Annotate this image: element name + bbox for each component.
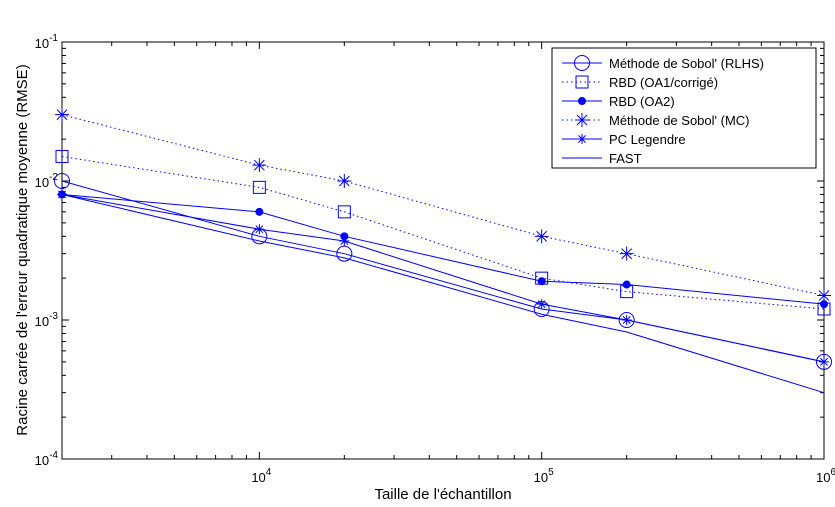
x-tick-label: 104 xyxy=(251,467,271,485)
legend-entry: FAST xyxy=(562,151,642,166)
marker-dot xyxy=(255,207,264,216)
y-tick-label: 10-4 xyxy=(35,450,59,468)
marker-circle xyxy=(618,312,635,328)
marker-dot xyxy=(622,280,631,289)
legend-entry: PC Legendre xyxy=(562,132,686,147)
marker-circle xyxy=(574,55,590,71)
marker-asterisk xyxy=(819,356,829,367)
series-line xyxy=(61,193,825,363)
marker-asterisk xyxy=(621,315,632,325)
series-5 xyxy=(57,189,829,367)
marker-square xyxy=(575,75,589,89)
x-tick-label-exponent: 6 xyxy=(830,467,835,478)
legend-entry: Méthode de Sobol' (RLHS) xyxy=(562,55,764,71)
marker-asterisk xyxy=(55,107,69,122)
series-line xyxy=(61,193,825,305)
y-tick-label-exponent: -2 xyxy=(49,172,58,183)
x-axis-title: Taille de l'échantillon xyxy=(374,486,511,503)
series-line xyxy=(61,114,825,297)
marker-asterisk xyxy=(536,299,547,310)
x-tick-label-base: 10 xyxy=(534,470,548,485)
y-tick-label-base: 10 xyxy=(35,314,49,329)
x-tick-label-exponent: 4 xyxy=(266,467,272,478)
legend-label: Méthode de Sobol' (RLHS) xyxy=(609,56,764,71)
marker-asterisk xyxy=(254,224,265,235)
y-tick-label: 10-2 xyxy=(35,172,59,190)
legend-label: PC Legendre xyxy=(609,132,686,147)
legend-label: RBD (OA1/corrigé) xyxy=(609,75,718,90)
marker-dot xyxy=(578,97,586,105)
y-tick-label-exponent: -1 xyxy=(49,33,58,44)
series-line xyxy=(61,156,825,310)
marker-asterisk xyxy=(337,174,352,188)
marker-circle xyxy=(54,173,70,189)
marker-asterisk xyxy=(534,229,549,244)
x-tick-label-base: 10 xyxy=(816,470,830,485)
marker-asterisk xyxy=(252,158,267,173)
legend-label: Méthode de Sobol' (MC) xyxy=(609,113,750,128)
x-tick-label-base: 10 xyxy=(251,470,265,485)
series-4 xyxy=(55,107,831,303)
y-tick-label-base: 10 xyxy=(35,453,49,468)
marker-asterisk xyxy=(57,189,67,200)
y-tick-label-exponent: -4 xyxy=(49,450,58,461)
marker-circle xyxy=(336,245,353,262)
marker-asterisk xyxy=(619,246,634,261)
y-axis-title: Racine carrée de l'erreur quadratique mo… xyxy=(14,64,31,435)
y-tick-label: 10-3 xyxy=(35,311,59,329)
marker-circle xyxy=(816,353,832,370)
legend-label: RBD (OA2) xyxy=(609,94,675,109)
x-tick-label: 105 xyxy=(534,467,554,485)
y-tick-label-base: 10 xyxy=(35,36,49,51)
x-tick-label: 106 xyxy=(816,467,835,485)
legend-entry: RBD (OA2) xyxy=(562,94,675,109)
series-line xyxy=(61,193,825,394)
series-3 xyxy=(58,190,828,309)
y-tick-label: 10-1 xyxy=(35,33,59,51)
marker-dot xyxy=(537,277,546,286)
marker-asterisk xyxy=(339,236,350,247)
legend-box xyxy=(551,47,817,169)
series-2 xyxy=(55,150,831,316)
legend-label: FAST xyxy=(609,151,642,166)
marker-asterisk xyxy=(817,288,831,303)
marker-square xyxy=(55,150,69,164)
legend: Méthode de Sobol' (RLHS) RBD (OA1/corrigé… xyxy=(551,47,817,169)
y-tick-label-exponent: -3 xyxy=(49,311,58,322)
marker-square xyxy=(337,205,351,219)
x-tick-label-exponent: 5 xyxy=(548,467,554,478)
y-tick-label-base: 10 xyxy=(35,175,49,190)
series-6 xyxy=(61,193,825,394)
legend-entry: RBD (OA1/corrigé) xyxy=(562,75,718,90)
series-layer xyxy=(54,107,832,394)
marker-asterisk xyxy=(577,134,587,144)
marker-square xyxy=(252,180,266,194)
legend-entry: Méthode de Sobol' (MC) xyxy=(562,113,750,128)
marker-asterisk xyxy=(575,113,589,127)
